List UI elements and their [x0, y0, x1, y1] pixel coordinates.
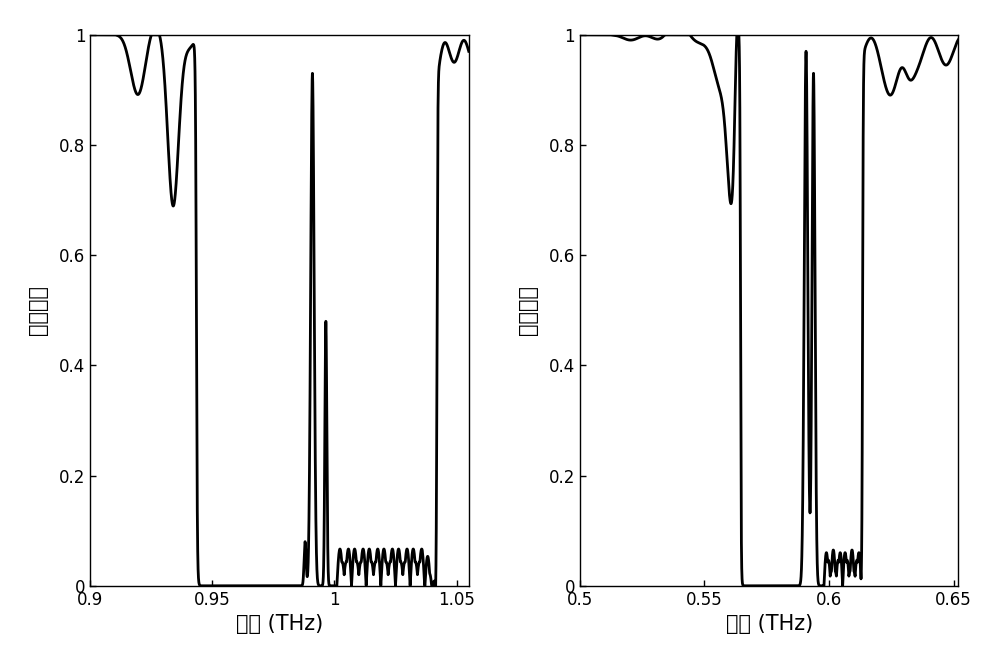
- X-axis label: 频率 (THz): 频率 (THz): [726, 614, 813, 634]
- Y-axis label: 透射系数: 透射系数: [518, 285, 538, 335]
- Y-axis label: 透射系数: 透射系数: [28, 285, 48, 335]
- X-axis label: 频率 (THz): 频率 (THz): [236, 614, 323, 634]
